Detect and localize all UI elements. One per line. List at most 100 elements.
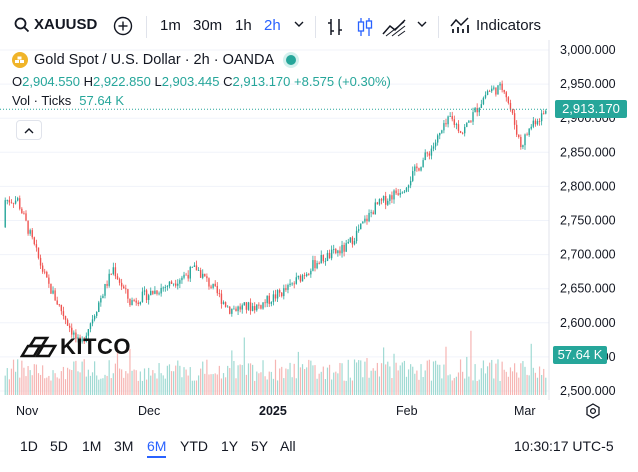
volume-bar: [430, 380, 433, 395]
candle: [468, 120, 470, 123]
range-1m[interactable]: 1M: [82, 438, 102, 454]
volume-bar: [391, 378, 393, 395]
volume-bar: [23, 367, 25, 395]
chart-type-dropdown[interactable]: [417, 20, 427, 28]
volume-bar: [501, 361, 503, 395]
clock-timezone[interactable]: 10:30:17 UTC-5: [514, 438, 614, 454]
candle: [229, 306, 231, 314]
volume-bar: [79, 372, 81, 395]
candle: [33, 237, 36, 245]
volume-bar: [426, 360, 428, 395]
range-1d[interactable]: 1D: [20, 438, 38, 454]
candle: [254, 306, 256, 311]
area-style-button[interactable]: [382, 17, 406, 37]
candle: [25, 213, 27, 221]
candle: [21, 208, 23, 214]
volume-bar: [541, 374, 543, 395]
candle: [287, 284, 289, 290]
volume-bar: [518, 377, 520, 395]
volume-bar: [360, 360, 362, 395]
volume-bar: [401, 362, 403, 395]
candle: [391, 195, 393, 200]
volume-bar: [37, 373, 40, 395]
gold-coin-icon: [12, 52, 28, 68]
volume-bar: [491, 359, 493, 395]
volume-bar: [245, 374, 247, 395]
volume-bar: [424, 370, 426, 395]
open-label: O: [12, 74, 23, 89]
timeframe-dropdown[interactable]: [294, 20, 304, 28]
volume-bar: [71, 370, 73, 395]
volume-bar: [516, 372, 518, 395]
price-tick: 2,600.000: [560, 316, 616, 330]
timeframe-30m[interactable]: 30m: [193, 17, 223, 34]
candles: [4, 80, 547, 345]
candle: [189, 266, 191, 279]
volume-bar: [441, 378, 443, 395]
range-6m[interactable]: 6M: [147, 438, 167, 458]
candle: [89, 323, 92, 330]
candle: [87, 329, 90, 336]
timeframe-1h[interactable]: 1h: [235, 17, 252, 34]
price-chart[interactable]: 3,000.000 2,950.000 2,900.000 2,850.000 …: [0, 40, 638, 430]
candle: [268, 295, 270, 304]
bar-style-button[interactable]: [326, 17, 344, 37]
volume-bar: [218, 365, 220, 395]
range-5y[interactable]: 5Y: [251, 438, 269, 454]
candle: [37, 247, 40, 258]
volume-bar: [434, 360, 437, 395]
candle: [50, 283, 52, 294]
volume-bar: [368, 377, 370, 395]
price-axis[interactable]: 3,000.000 2,950.000 2,900.000 2,850.000 …: [560, 43, 616, 398]
candle: [445, 123, 447, 125]
volume-bar: [254, 380, 256, 395]
range-5d[interactable]: 5D: [50, 438, 68, 454]
volume-bar: [358, 360, 360, 395]
volume-bar: [191, 380, 193, 395]
volume-bar: [422, 377, 424, 395]
candle-style-button[interactable]: [356, 17, 374, 37]
volume-bar: [204, 373, 206, 395]
chart-settings-button[interactable]: [585, 403, 601, 424]
volume-bar: [301, 364, 304, 395]
indicators-button[interactable]: Indicators: [450, 16, 541, 34]
candle: [459, 131, 462, 133]
candle: [397, 193, 399, 195]
candle: [31, 230, 33, 238]
volume-bar: [52, 370, 54, 395]
volume-bar: [77, 371, 79, 395]
candle: [299, 275, 302, 282]
range-all[interactable]: All: [280, 438, 296, 454]
candle: [231, 308, 233, 314]
candle: [486, 91, 489, 95]
timeframe-2h[interactable]: 2h: [264, 17, 281, 34]
candle: [270, 302, 273, 304]
indicators-icon: [450, 17, 469, 33]
candle: [360, 223, 362, 230]
candle: [108, 273, 110, 286]
candle: [474, 107, 476, 113]
price-tick: 2,800.000: [560, 179, 616, 193]
time-label-2025: 2025: [259, 404, 287, 418]
candle: [93, 315, 96, 320]
volume-bar: [482, 360, 485, 395]
time-axis[interactable]: Nov Dec 2025 Feb Mar: [16, 404, 536, 418]
volume-bar: [403, 360, 406, 395]
range-1y[interactable]: 1Y: [221, 438, 239, 454]
candle: [310, 270, 312, 275]
compare-button[interactable]: [113, 16, 133, 36]
volume-bar: [145, 379, 148, 395]
collapse-legend-button[interactable]: [16, 120, 42, 140]
timeframe-1m[interactable]: 1m: [160, 17, 181, 34]
time-label-feb: Feb: [396, 404, 418, 418]
candle: [168, 281, 171, 287]
candle: [58, 304, 60, 306]
candle: [482, 97, 485, 105]
candle: [374, 202, 376, 215]
range-3m[interactable]: 3M: [114, 438, 134, 454]
range-ytd[interactable]: YTD: [180, 438, 208, 454]
candle: [272, 294, 275, 303]
symbol-search[interactable]: XAUUSD: [14, 16, 97, 33]
candle: [505, 92, 507, 98]
volume-bar: [239, 364, 241, 395]
